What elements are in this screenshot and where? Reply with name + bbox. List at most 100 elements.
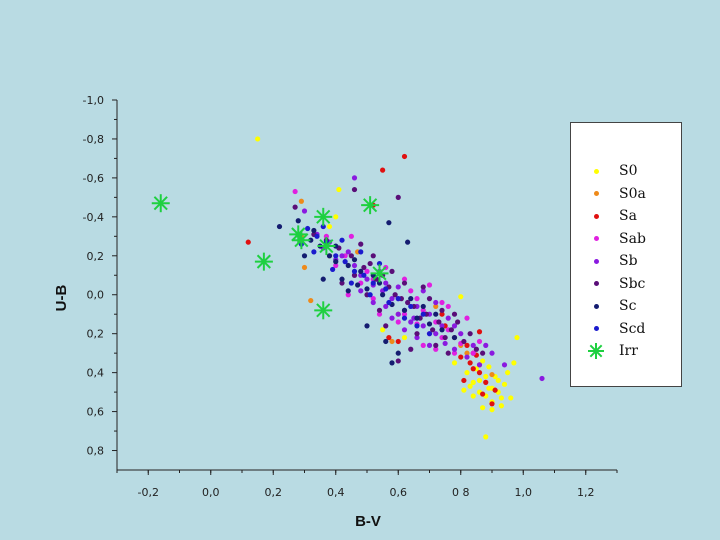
legend-label: Irr: [619, 343, 638, 359]
legend-marker: [587, 299, 605, 313]
legend-item-irr: Irr: [587, 341, 638, 361]
data-point: [464, 350, 470, 356]
data-point: [405, 239, 411, 245]
data-point: [414, 334, 420, 341]
data-point: [408, 303, 414, 310]
data-point: [420, 307, 426, 313]
data-point: [476, 362, 483, 368]
data-point: [458, 354, 464, 360]
data-point: [539, 375, 545, 382]
data-point: [364, 286, 370, 292]
data-point: [439, 311, 445, 317]
data-point: [401, 327, 408, 333]
data-point: [483, 379, 489, 385]
data-point: [470, 366, 476, 372]
data-point: [480, 350, 486, 356]
y-tick-label: 0,2: [87, 328, 105, 341]
data-point: [383, 286, 389, 292]
data-point: [426, 296, 433, 302]
data-point: [301, 253, 308, 259]
series-sb: [301, 175, 545, 382]
data-point: [442, 340, 448, 347]
data-point: [473, 346, 479, 352]
data-point: [376, 280, 383, 286]
data-point: [501, 362, 508, 368]
data-point: [433, 311, 439, 317]
data-point: [392, 292, 398, 298]
x-tick-label: 0,6: [390, 486, 408, 499]
data-point: [480, 405, 486, 411]
data-point: [351, 262, 358, 269]
data-point: [351, 175, 358, 181]
legend-item-sa: Sa: [587, 206, 637, 226]
legend-label: Sc: [619, 298, 637, 314]
data-point: [367, 260, 373, 267]
data-point: [476, 338, 483, 345]
legend-marker: [587, 322, 605, 336]
data-point: [348, 233, 354, 239]
legend-marker: [587, 254, 605, 268]
data-point: [489, 371, 495, 378]
data-point: [367, 292, 373, 298]
data-point: [498, 395, 504, 401]
y-tick-label: 0,4: [87, 367, 105, 380]
data-point: [461, 338, 467, 345]
data-point: [336, 186, 342, 193]
data-point: [351, 268, 358, 274]
data-point: [383, 323, 389, 329]
data-point: [292, 204, 298, 210]
data-point: [339, 276, 345, 282]
data-point: [464, 315, 470, 321]
data-point: [498, 403, 504, 409]
data-point: [483, 373, 489, 380]
legend-item-sab: Sab: [587, 229, 646, 249]
data-point: [408, 288, 414, 294]
data-point: [376, 311, 383, 317]
data-point: [370, 299, 376, 306]
data-point: [314, 233, 320, 239]
data-point: [426, 342, 433, 348]
legend-item-s0: S0: [587, 161, 638, 181]
data-point: [380, 167, 386, 173]
legend-item-scd: Scd: [587, 319, 645, 339]
series-irr: [151, 194, 389, 320]
data-point: [483, 342, 489, 348]
asterisk-stroke: [319, 238, 334, 254]
data-point: [389, 338, 395, 345]
data-point: [395, 319, 401, 325]
data-point: [339, 253, 345, 259]
data-point: [355, 282, 361, 288]
legend-label: S0: [619, 163, 638, 179]
legend-dot: [593, 281, 599, 286]
data-point: [345, 262, 351, 269]
data-point: [501, 381, 508, 387]
data-point: [308, 297, 314, 304]
data-point: [430, 327, 436, 333]
legend-dot: [593, 258, 599, 264]
y-tick-label: 0,2: [87, 250, 105, 263]
data-point: [486, 385, 492, 391]
data-point: [408, 296, 414, 302]
data-point: [480, 391, 486, 397]
data-point: [433, 346, 439, 352]
data-point: [483, 434, 489, 440]
data-point: [420, 311, 426, 317]
data-point: [420, 342, 426, 348]
data-point: [351, 272, 358, 278]
legend-item-sc: Sc: [587, 296, 636, 316]
data-point: [370, 253, 376, 259]
data-point: [376, 307, 383, 313]
y-axis-ticks: -1,0 -0,8 -0,6 -0,4 0,2 0,0 0,2 0,4 0,6 0,8: [83, 94, 117, 458]
data-point: [492, 387, 498, 393]
data-point: [445, 315, 451, 321]
legend-marker: [587, 232, 605, 246]
data-point: [451, 360, 458, 366]
data-point: [451, 323, 458, 329]
irr-point: [254, 252, 273, 271]
data-point: [414, 296, 420, 302]
legend-asterisk: [588, 343, 604, 359]
data-point: [451, 350, 458, 356]
data-points: [151, 136, 545, 440]
y-tick-label: 0,6: [87, 406, 105, 419]
data-point: [345, 288, 351, 294]
